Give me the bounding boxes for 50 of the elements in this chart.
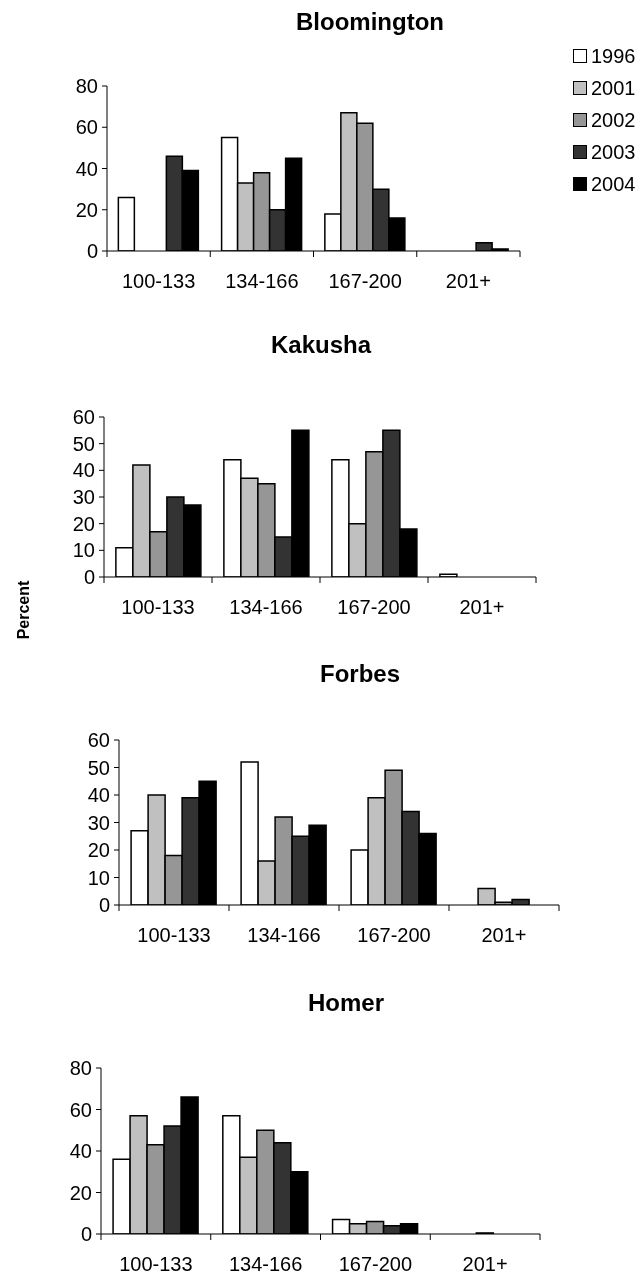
x-tick-label: 201+ <box>481 924 527 946</box>
x-tick-label: 134-166 <box>225 270 299 292</box>
y-tick-label: 80 <box>69 1057 92 1080</box>
chart-title: Kakusha <box>270 330 372 360</box>
y-tick-label: 20 <box>72 512 95 535</box>
y-tick-label: 0 <box>98 894 110 917</box>
y-tick-label: 20 <box>75 198 98 221</box>
y-tick-label: 50 <box>72 432 95 455</box>
x-tick-label: 134-166 <box>229 596 303 618</box>
y-tick-label: 0 <box>83 566 95 589</box>
y-tick-label: 40 <box>75 157 98 180</box>
y-tick-label: 60 <box>72 406 95 429</box>
x-tick-label: 201+ <box>462 1253 508 1275</box>
y-tick-label: 80 <box>75 75 98 98</box>
y-tick-label: 10 <box>87 866 110 889</box>
y-axis-title: Percent <box>15 580 33 640</box>
x-tick-label: 167-200 <box>337 596 411 618</box>
y-tick-label: 60 <box>75 116 98 139</box>
legend-label: 1996 <box>591 44 636 68</box>
legend-label: 2001 <box>591 76 636 100</box>
x-tick-label: 134-166 <box>228 1253 303 1275</box>
x-tick-label: 100-133 <box>137 924 211 946</box>
y-tick-label: 60 <box>87 729 110 752</box>
y-tick-label: 60 <box>69 1098 92 1121</box>
x-tick-label: 167-200 <box>328 270 402 292</box>
x-tick-label: 100-133 <box>121 270 196 292</box>
chart-title: Bloomington <box>296 7 444 37</box>
y-tick-label: 30 <box>72 486 95 509</box>
y-tick-label: 0 <box>80 1223 92 1246</box>
y-tick-label: 40 <box>87 784 110 807</box>
x-tick-label: 201+ <box>459 596 505 618</box>
x-tick-label: 201+ <box>445 270 491 292</box>
x-tick-label: 100-133 <box>121 596 195 618</box>
chart-title: Forbes <box>319 659 401 689</box>
y-tick-label: 20 <box>87 839 110 862</box>
y-tick-label: 20 <box>69 1181 92 1204</box>
y-tick-label: 10 <box>72 539 95 562</box>
legend-label: 2004 <box>591 172 636 196</box>
legend-label: 2003 <box>591 140 636 164</box>
y-tick-label: 0 <box>86 240 98 263</box>
x-tick-label: 167-200 <box>357 924 431 946</box>
legend-label: 2002 <box>591 108 636 132</box>
y-tick-label: 40 <box>69 1140 92 1163</box>
y-tick-label: 50 <box>87 756 110 779</box>
chart-title: Homer <box>307 988 385 1018</box>
y-tick-label: 30 <box>87 811 110 834</box>
x-tick-label: 134-166 <box>247 924 321 946</box>
x-tick-label: 100-133 <box>119 1253 193 1275</box>
y-tick-label: 40 <box>72 459 95 482</box>
x-tick-label: 167-200 <box>338 1253 413 1275</box>
